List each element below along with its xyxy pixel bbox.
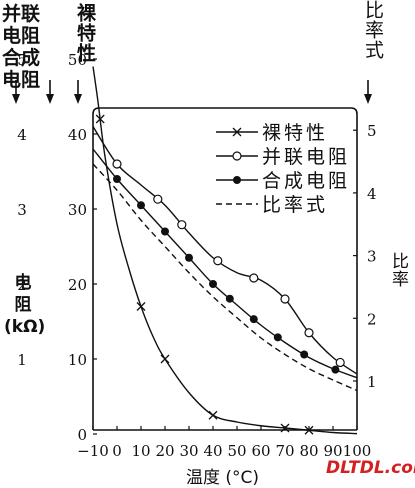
series-point-bare (304, 425, 314, 435)
ylabel-synthetic-combined: 合成 电阻 (2, 47, 41, 91)
series-point-parallel (249, 273, 259, 283)
y-inner-tick-label: 0 (77, 426, 87, 444)
x-tick-label: 20 (155, 442, 174, 460)
ylabel-ratio-axis: 比率 (388, 252, 408, 288)
x-tick-label: 30 (179, 442, 198, 460)
series-point-parallel (304, 328, 314, 338)
series-line-0 (92, 66, 358, 435)
ylabel-ratio-top: 比率式 (362, 0, 384, 60)
y-outer-tick-label: 2 (17, 276, 27, 294)
series-point-combined (300, 350, 309, 359)
x-tick-label: 10 (131, 442, 150, 460)
series-point-combined (137, 201, 145, 210)
series-point-parallel (335, 357, 345, 368)
legend-label-2: 合成电阻 (262, 170, 350, 192)
y-right-tick-label: 5 (367, 122, 377, 140)
ylabel-parallel-combined: 并联 电阻 (2, 3, 41, 47)
y-right-tick-label: 3 (367, 248, 377, 266)
x-tick-label: 90 (323, 442, 342, 460)
series-point-bare (160, 354, 170, 364)
arrow-head-0 (12, 94, 20, 104)
series-layer (92, 66, 358, 435)
x-tick-label: 50 (227, 442, 246, 460)
y-outer-tick-label: 4 (17, 126, 27, 144)
series-point-combined (113, 175, 121, 183)
series-point-combined (331, 365, 340, 374)
series-point-combined (185, 253, 193, 262)
series-point-parallel (112, 159, 122, 169)
legend-marker-2 (233, 176, 241, 184)
watermark: DLTDL.com (326, 458, 415, 478)
y-inner-tick-label: 30 (68, 201, 87, 219)
ylabel-resistance: 电 阻 (kΩ) (4, 273, 46, 337)
x-tick-label: −10 (77, 442, 109, 460)
legend-label-3: 比率式 (262, 194, 328, 216)
series-point-bare (280, 423, 290, 433)
arrow-head-3 (364, 94, 372, 104)
legend-label-0: 裸特性 (262, 122, 328, 144)
series-point-bare (208, 410, 218, 420)
ylabel-bare: 裸特性 (74, 3, 96, 63)
y-axis-ticks: 0 10 20 30 40 50 1 2 3 4 5 1 2 3 4 5 (17, 51, 376, 444)
series-line-3 (92, 163, 358, 392)
y-inner-tick-label: 20 (68, 276, 87, 294)
y-inner-tick-label: 10 (68, 351, 87, 369)
legend-label-1: 并联电阻 (262, 146, 350, 168)
series-point-parallel (213, 256, 223, 266)
x-tick-label: 0 (112, 442, 122, 460)
x-tick-label: 60 (251, 442, 270, 460)
series-point-combined (209, 280, 217, 288)
y-outer-tick-label: 5 (17, 51, 27, 69)
arrow-head-2 (74, 94, 82, 104)
legend-marker-1 (232, 151, 242, 161)
y-right-tick-label: 1 (367, 373, 377, 391)
arrow-head-1 (46, 94, 54, 104)
y-right-tick-label: 4 (367, 185, 377, 203)
y-outer-tick-label: 1 (17, 351, 27, 369)
series-point-bare (95, 114, 105, 124)
series-point-parallel (280, 294, 290, 304)
top-axis-line (99, 107, 358, 115)
xlabel: 温度 (°C) (186, 468, 260, 488)
y-outer-tick-label: 3 (17, 201, 27, 219)
series-point-parallel (177, 220, 187, 230)
x-tick-label: 100 (343, 442, 372, 460)
series-point-combined (249, 315, 258, 324)
x-tick-label: 40 (203, 442, 222, 460)
series-point-combined (225, 294, 234, 303)
x-axis-ticks: −10 0 10 20 30 40 50 60 70 80 90 100 (77, 426, 371, 460)
y-inner-tick-label: 50 (68, 51, 87, 69)
x-tick-label: 70 (275, 442, 294, 460)
series-point-parallel (153, 194, 163, 204)
y-right-tick-label: 2 (367, 310, 377, 328)
series-point-combined (273, 333, 282, 342)
legend-marker-0 (232, 127, 242, 137)
series-point-combined (161, 227, 169, 236)
y-inner-tick-label: 40 (68, 126, 87, 144)
series-point-bare (136, 302, 146, 311)
left-axis-line (92, 107, 100, 430)
x-tick-label: 80 (299, 442, 318, 460)
